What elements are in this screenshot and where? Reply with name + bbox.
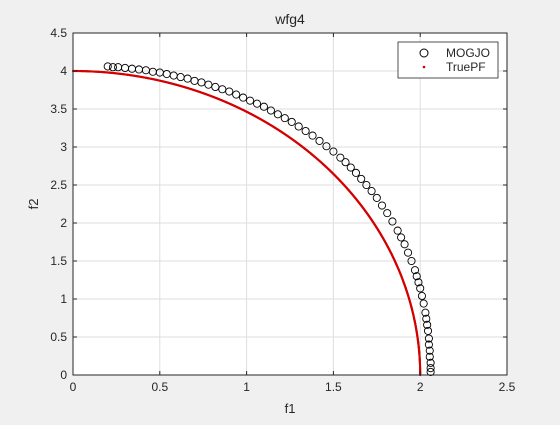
mogjo-point (232, 90, 241, 99)
mogjo-point (383, 209, 392, 218)
mogjo-point (322, 142, 331, 151)
mogjo-point (273, 110, 282, 119)
mogjo-point (425, 352, 434, 361)
chart-title: wfg4 (274, 11, 305, 27)
plot-area (73, 33, 507, 375)
x-tick-label: 0 (70, 380, 77, 394)
tick-layer: 0 0.5 1 1.5 2 2.5 0 0.5 1 1.5 2 2.5 3 3.5 4 4.5 (50, 26, 515, 394)
mogjo-point (351, 168, 361, 177)
y-tick-label: 1 (60, 292, 67, 306)
mogjo-point (108, 63, 117, 72)
mogjo-point (426, 367, 435, 377)
x-tick-label: 2.5 (499, 380, 516, 394)
y-tick-label: 0 (60, 368, 67, 382)
mogjo-point (422, 314, 431, 323)
y-tick-label: 2 (60, 216, 67, 230)
mogjo-point (410, 266, 420, 275)
legend-label-mogjo: MOGJO (446, 46, 490, 60)
plot-frame (72, 32, 508, 376)
mogjo-point (239, 93, 248, 102)
x-tick-label: 2 (417, 380, 424, 394)
mogjo-point (400, 240, 409, 249)
mogjo-point (367, 187, 376, 196)
y-tick-label: 4 (60, 64, 67, 78)
mogjo-point (424, 334, 433, 343)
legend-box (397, 41, 499, 79)
mogjo-point (412, 272, 421, 281)
mogjo-point (301, 126, 310, 136)
legend-marker-truepf (422, 65, 426, 69)
mogjo-point (421, 308, 430, 317)
legend-label-truepf: TruePF (446, 60, 486, 74)
x-axis-label: f1 (285, 401, 296, 416)
y-axis-label: f2 (26, 199, 41, 210)
mogjo-point (397, 233, 406, 242)
x-tick-label: 1.5 (325, 380, 342, 394)
mogjo-point (357, 174, 366, 183)
mogjo-point (426, 364, 435, 373)
mogjo-point (225, 87, 234, 96)
mogjo-point (407, 256, 416, 266)
mogjo-point (403, 248, 413, 257)
mogjo-point (246, 96, 255, 105)
mogjo-point (416, 284, 425, 293)
mogjo-point (417, 291, 426, 301)
mogjo-point (266, 106, 275, 115)
mogjo-point (308, 131, 317, 140)
mogjo-point (419, 299, 428, 308)
mogjo-point (103, 62, 112, 71)
mogjo-point (341, 158, 350, 167)
mogjo-point (423, 320, 432, 329)
mogjo-point (425, 346, 434, 355)
series-layer (71, 62, 435, 377)
y-tick-label: 4.5 (50, 26, 67, 40)
mogjo-point (393, 226, 402, 235)
mogjo-point (414, 278, 423, 287)
mogjo-point (287, 117, 296, 126)
mogjo-point (424, 340, 433, 349)
y-tick-label: 1.5 (50, 254, 67, 268)
x-tick-label: 0.5 (151, 380, 168, 394)
legend: MOGJO TruePF (397, 41, 499, 79)
mogjo-point (426, 358, 435, 367)
mogjo-point (259, 102, 269, 111)
mogjo-point (372, 193, 381, 202)
mogjo-point (294, 122, 303, 131)
mogjo-point (252, 99, 262, 108)
mogjo-point (315, 136, 324, 145)
y-tick-label: 0.5 (50, 330, 67, 344)
y-tick-label: 3 (60, 140, 67, 154)
mogjo-point (280, 114, 289, 123)
mogjo-point (346, 163, 355, 172)
mogjo-point (377, 201, 387, 210)
mogjo-point (362, 180, 371, 190)
mogjo-point (329, 147, 338, 156)
y-tick-label: 3.5 (50, 102, 67, 116)
legend-marker-mogjo (419, 48, 429, 58)
y-tick-label: 2.5 (50, 178, 67, 192)
mogjo-point (388, 217, 397, 226)
mogjo-point (336, 153, 345, 162)
x-tick-label: 1 (243, 380, 250, 394)
mogjo-point (423, 326, 433, 335)
